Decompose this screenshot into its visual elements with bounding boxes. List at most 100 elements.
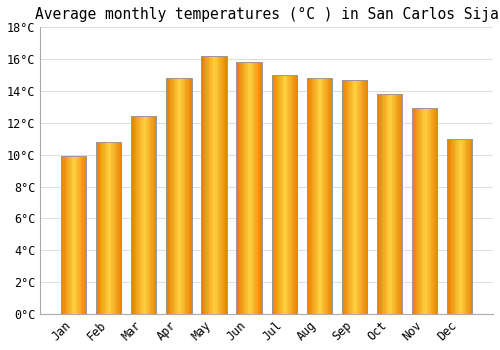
Bar <box>280 75 281 314</box>
Bar <box>209 56 210 314</box>
Bar <box>155 117 156 314</box>
Bar <box>131 117 156 314</box>
Bar <box>248 62 249 314</box>
Bar <box>283 75 284 314</box>
Bar <box>342 80 367 314</box>
Bar <box>342 80 343 314</box>
Bar <box>239 62 240 314</box>
Bar <box>206 56 208 314</box>
Bar <box>141 117 142 314</box>
Bar <box>416 108 417 314</box>
Bar <box>212 56 214 314</box>
Bar <box>236 62 262 314</box>
Bar <box>138 117 140 314</box>
Bar <box>420 108 421 314</box>
Bar <box>356 80 357 314</box>
Bar <box>202 56 226 314</box>
Bar <box>112 142 114 314</box>
Bar <box>287 75 288 314</box>
Bar <box>282 75 283 314</box>
Bar <box>140 117 141 314</box>
Bar <box>85 156 86 314</box>
Bar <box>362 80 364 314</box>
Bar <box>286 75 287 314</box>
Bar <box>186 78 188 314</box>
Bar <box>182 78 184 314</box>
Bar <box>417 108 418 314</box>
Bar <box>80 156 81 314</box>
Bar <box>188 78 189 314</box>
Bar <box>294 75 296 314</box>
Bar <box>323 78 324 314</box>
Bar <box>284 75 286 314</box>
Bar <box>465 139 466 314</box>
Bar <box>243 62 244 314</box>
Bar <box>312 78 313 314</box>
Bar <box>434 108 435 314</box>
Bar <box>430 108 431 314</box>
Bar <box>100 142 101 314</box>
Bar <box>174 78 175 314</box>
Bar <box>450 139 451 314</box>
Bar <box>326 78 327 314</box>
Bar <box>148 117 149 314</box>
Bar <box>180 78 182 314</box>
Bar <box>432 108 434 314</box>
Bar <box>361 80 362 314</box>
Bar <box>236 62 238 314</box>
Bar <box>149 117 150 314</box>
Bar <box>170 78 172 314</box>
Bar <box>96 142 122 314</box>
Bar <box>471 139 472 314</box>
Bar <box>460 139 461 314</box>
Bar <box>224 56 226 314</box>
Bar <box>108 142 110 314</box>
Bar <box>272 75 297 314</box>
Bar <box>314 78 316 314</box>
Bar <box>426 108 427 314</box>
Bar <box>327 78 328 314</box>
Bar <box>396 94 397 314</box>
Bar <box>166 78 168 314</box>
Bar <box>431 108 432 314</box>
Bar <box>71 156 72 314</box>
Bar <box>358 80 360 314</box>
Bar <box>82 156 84 314</box>
Bar <box>256 62 258 314</box>
Bar <box>357 80 358 314</box>
Bar <box>382 94 384 314</box>
Bar <box>78 156 80 314</box>
Bar <box>154 117 155 314</box>
Bar <box>254 62 256 314</box>
Bar <box>74 156 75 314</box>
Bar <box>447 139 448 314</box>
Bar <box>67 156 68 314</box>
Bar <box>202 56 204 314</box>
Bar <box>390 94 391 314</box>
Title: Average monthly temperatures (°C ) in San Carlos Sija: Average monthly temperatures (°C ) in Sa… <box>35 7 498 22</box>
Bar <box>210 56 212 314</box>
Bar <box>306 78 332 314</box>
Bar <box>145 117 146 314</box>
Bar <box>75 156 76 314</box>
Bar <box>253 62 254 314</box>
Bar <box>288 75 290 314</box>
Bar <box>360 80 361 314</box>
Bar <box>202 56 226 314</box>
Bar <box>260 62 262 314</box>
Bar <box>62 156 64 314</box>
Bar <box>386 94 387 314</box>
Bar <box>120 142 122 314</box>
Bar <box>134 117 135 314</box>
Bar <box>250 62 252 314</box>
Bar <box>380 94 382 314</box>
Bar <box>216 56 218 314</box>
Bar <box>205 56 206 314</box>
Bar <box>68 156 70 314</box>
Bar <box>388 94 390 314</box>
Bar <box>468 139 470 314</box>
Bar <box>435 108 436 314</box>
Bar <box>244 62 246 314</box>
Bar <box>466 139 468 314</box>
Bar <box>436 108 438 314</box>
